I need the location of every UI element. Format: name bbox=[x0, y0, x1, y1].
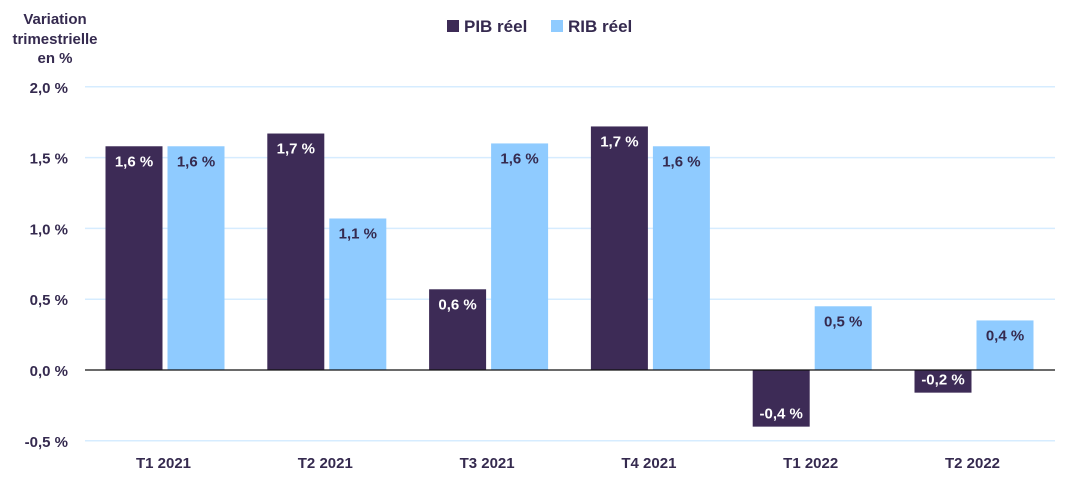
bar-rib bbox=[167, 146, 225, 370]
bar-rib bbox=[814, 306, 872, 370]
x-tick-label: T3 2021 bbox=[460, 455, 515, 472]
data-label: -0,2 % bbox=[921, 372, 964, 389]
data-label: 1,1 % bbox=[339, 225, 377, 242]
legend-label: RIB réel bbox=[568, 17, 632, 36]
bar-rib bbox=[976, 320, 1034, 370]
legend-label: PIB réel bbox=[464, 17, 527, 36]
y-axis-title-line3: en % bbox=[37, 50, 72, 67]
bar-pib bbox=[752, 370, 810, 427]
y-tick-label: 0,0 % bbox=[30, 363, 68, 380]
data-label: 1,7 % bbox=[277, 141, 315, 158]
y-tick-label: 0,5 % bbox=[30, 292, 68, 309]
bar-pib bbox=[267, 133, 325, 370]
bar-rib bbox=[491, 143, 549, 370]
data-label: 1,6 % bbox=[500, 150, 538, 167]
x-tick-label: T1 2021 bbox=[136, 455, 191, 472]
y-axis-title-line2: trimestrielle bbox=[12, 31, 97, 48]
data-label: 1,6 % bbox=[177, 153, 215, 170]
bar-rib bbox=[329, 218, 387, 370]
y-axis-title-line1: Variation bbox=[23, 11, 86, 28]
x-tick-label: T1 2022 bbox=[783, 455, 838, 472]
data-label: 0,5 % bbox=[824, 313, 862, 330]
data-label: 1,6 % bbox=[115, 153, 153, 170]
legend-swatch bbox=[447, 20, 459, 32]
data-label: -0,4 % bbox=[760, 406, 803, 423]
bar-pib bbox=[590, 126, 648, 370]
bar-pib bbox=[105, 146, 163, 370]
bar-pib bbox=[914, 370, 972, 393]
y-tick-label: 1,0 % bbox=[30, 221, 68, 238]
x-tick-label: T2 2021 bbox=[298, 455, 353, 472]
x-tick-label: T2 2022 bbox=[945, 455, 1000, 472]
data-label: 1,6 % bbox=[662, 153, 700, 170]
data-label: 0,4 % bbox=[986, 327, 1024, 344]
y-tick-label: -0,5 % bbox=[25, 434, 68, 451]
bar-pib bbox=[429, 289, 487, 370]
x-tick-label: T4 2021 bbox=[621, 455, 676, 472]
data-label: 1,7 % bbox=[600, 133, 638, 150]
bar-rib bbox=[652, 146, 710, 370]
legend-swatch bbox=[551, 20, 563, 32]
y-tick-label: 2,0 % bbox=[30, 80, 68, 97]
y-tick-label: 1,5 % bbox=[30, 151, 68, 168]
data-label: 0,6 % bbox=[438, 296, 476, 313]
